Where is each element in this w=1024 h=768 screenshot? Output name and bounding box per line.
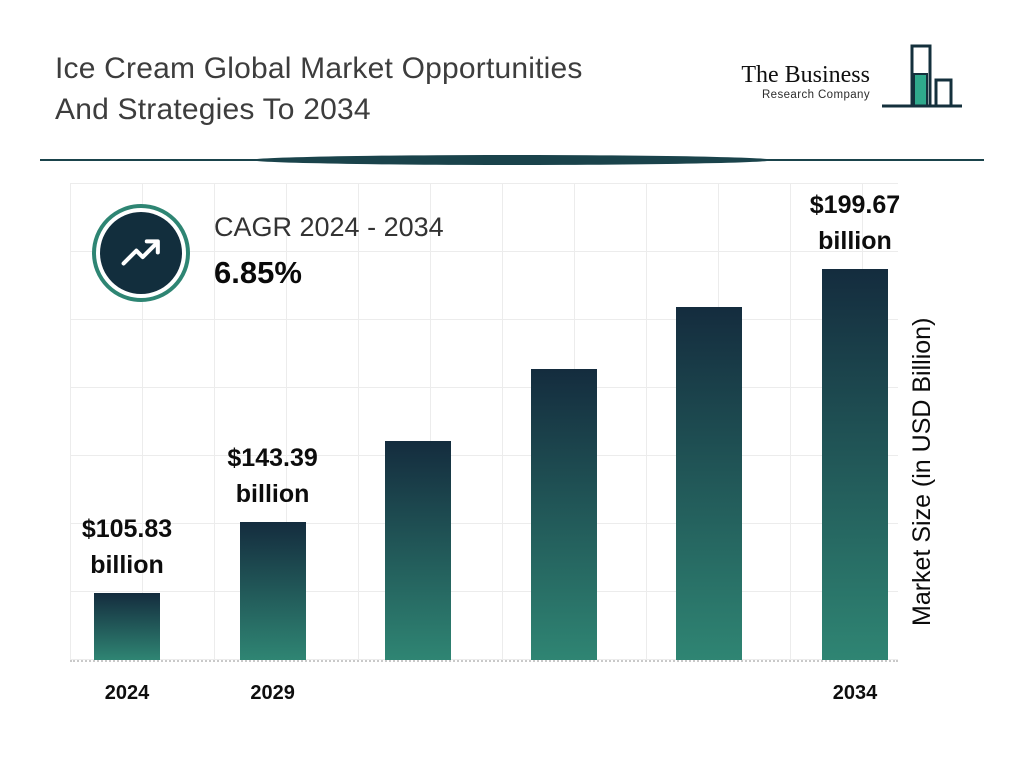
x-axis-label xyxy=(531,682,597,705)
x-axis-label xyxy=(676,682,742,705)
divider-lens xyxy=(252,155,772,165)
bar-column xyxy=(676,183,743,660)
cagr-badge: CAGR 2024 - 2034 6.85% xyxy=(92,204,444,302)
bar-chart-logo-icon xyxy=(874,40,966,123)
bar-column xyxy=(385,183,452,660)
trend-up-icon xyxy=(92,204,190,302)
page-title-line1: Ice Cream Global Market Opportunities xyxy=(55,52,583,85)
bar-value-label: $143.39 billion xyxy=(227,443,318,508)
bar-value-label: $199.67 billion xyxy=(809,190,901,255)
company-logo-text: The Business Research Company xyxy=(741,62,870,101)
x-axis-label: 2024 xyxy=(104,682,150,704)
bar-column: $143.39 billion xyxy=(227,183,318,660)
header-divider xyxy=(40,154,984,166)
page-title-line2: And Strategies To 2034 xyxy=(55,93,371,126)
x-axis-label: 2029 xyxy=(250,682,295,704)
bar-chart: $105.83 billion $143.39 billion $199.67 billi… xyxy=(70,183,900,662)
bar-column: $105.83 billion xyxy=(82,183,172,660)
x-axis-label: 2034 xyxy=(832,682,878,704)
trend-up-icon-circle xyxy=(100,212,182,294)
x-axis: 2024 2029 2034 xyxy=(94,682,888,705)
bars-row: $105.83 billion $143.39 billion $199.67 billi… xyxy=(82,183,900,660)
bar xyxy=(385,440,452,660)
bar xyxy=(239,521,306,660)
cagr-text: CAGR 2024 - 2034 6.85% xyxy=(214,212,444,291)
bar-column: $199.67 billion xyxy=(810,183,900,660)
cagr-value: 6.85% xyxy=(214,255,302,290)
bar-value-label: $105.83 billion xyxy=(81,515,173,580)
page-title: Ice Cream Global Market Opportunities An… xyxy=(55,48,583,130)
bar-column xyxy=(530,183,597,660)
y-axis-label: Market Size (in USD Billion) xyxy=(908,317,936,627)
bar xyxy=(530,369,597,660)
x-axis-label xyxy=(385,682,451,705)
company-subname: Research Company xyxy=(761,89,870,101)
company-name: The Business xyxy=(741,62,870,88)
bar xyxy=(821,268,888,660)
company-logo: The Business Research Company xyxy=(741,40,966,123)
bar xyxy=(676,307,743,660)
cagr-period-label: CAGR 2024 - 2034 xyxy=(214,212,444,242)
bar xyxy=(94,593,160,660)
